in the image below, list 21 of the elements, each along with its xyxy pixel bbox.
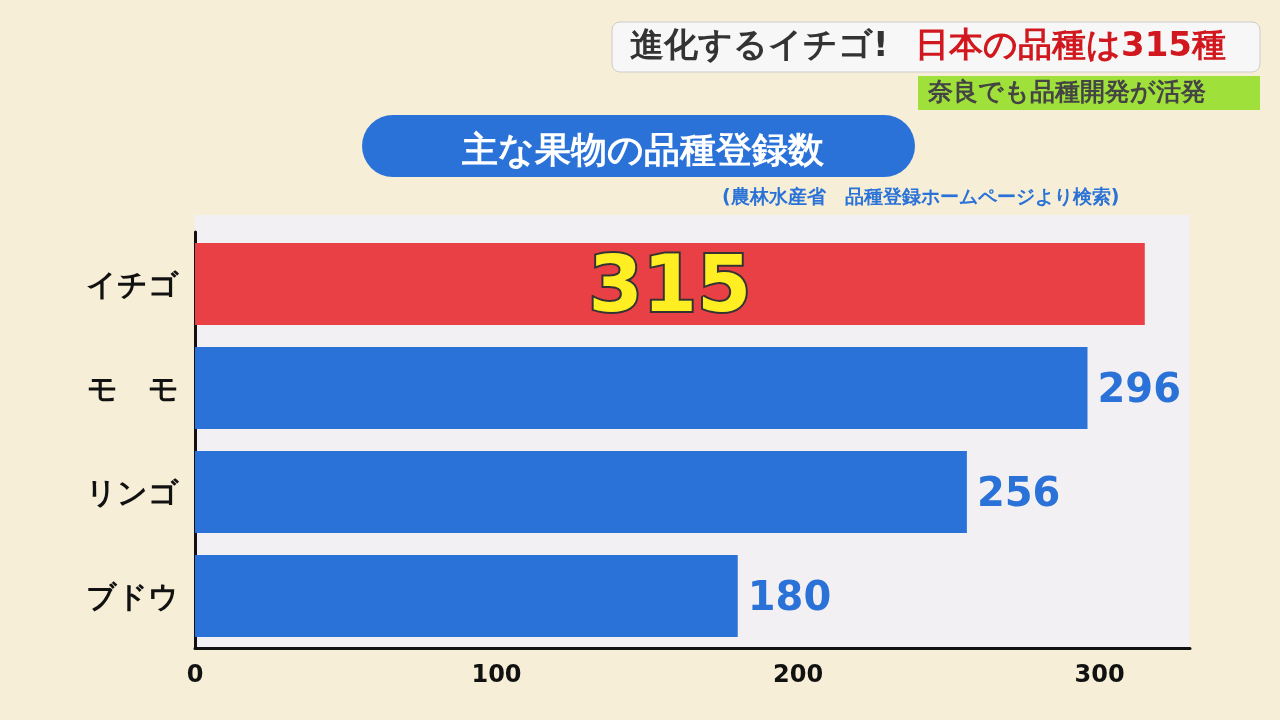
data-label: 180 — [747, 573, 832, 619]
data-label: 296 — [1097, 365, 1181, 411]
text: (農林水産省 品種登録ホームページより検索) — [722, 184, 1120, 207]
text: 日本の品種は315種 — [915, 24, 1226, 64]
x-tick-label: 100 — [471, 660, 522, 688]
y-tick-label: ブドウ — [86, 578, 179, 614]
bar — [195, 555, 738, 637]
x-tick-label: 0 — [186, 660, 204, 688]
chart-title: 主な果物の品種登録数 — [462, 128, 825, 170]
text: 奈良でも品種開発が活発 — [927, 77, 1206, 106]
x-tick-label: 300 — [1074, 660, 1125, 688]
data-label: 315 — [588, 239, 752, 329]
y-tick-label: リンゴ — [86, 474, 180, 510]
bar — [195, 451, 967, 533]
text: 進化するイチゴ! — [630, 24, 889, 64]
x-tick-label: 200 — [772, 660, 824, 688]
bar — [195, 347, 1088, 429]
bar — [195, 243, 1145, 325]
y-tick-label: イチゴ — [86, 266, 180, 302]
data-label: 256 — [976, 469, 1061, 515]
y-tick-label: モ モ — [87, 370, 179, 406]
